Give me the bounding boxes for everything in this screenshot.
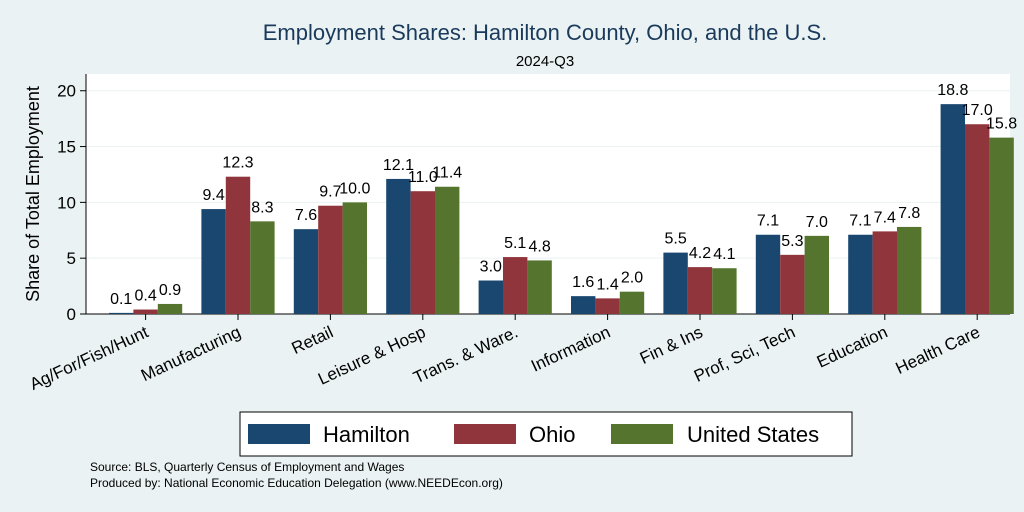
bars [109, 104, 1014, 315]
data-label: 5.1 [504, 235, 526, 252]
data-label: 7.8 [898, 205, 920, 222]
data-label: 15.8 [986, 116, 1017, 133]
bar-united-states [804, 235, 829, 314]
data-label: 3.0 [480, 259, 502, 276]
bar-hamilton [478, 280, 503, 314]
bar-ohio [133, 309, 158, 314]
bar-ohio [595, 298, 620, 314]
category-label: Retail [289, 322, 336, 358]
data-label: 9.4 [202, 187, 224, 204]
bar-hamilton [848, 234, 873, 314]
y-tick-label: 15 [57, 138, 76, 157]
y-tick-label: 0 [67, 305, 76, 324]
bar-united-states [712, 268, 737, 314]
data-label: 4.8 [528, 238, 550, 255]
data-label: 2.0 [621, 270, 643, 287]
category-label: Fin & Ins [637, 322, 706, 368]
data-label: 12.1 [383, 157, 414, 174]
chart-subtitle: 2024-Q3 [516, 53, 574, 70]
bar-hamilton [663, 252, 688, 314]
bar-ohio [503, 257, 528, 314]
category-label: Manufacturing [138, 322, 244, 385]
legend: Hamilton Ohio United States [239, 411, 853, 457]
bar-ohio [318, 205, 343, 314]
category-label: Information [528, 322, 613, 375]
bar-united-states [342, 202, 367, 314]
data-label: 11.0 [408, 169, 438, 186]
data-label: 1.6 [572, 274, 594, 291]
bar-hamilton [109, 312, 134, 314]
bar-united-states [897, 226, 922, 314]
legend-label-us: United States [687, 422, 819, 447]
data-label: 18.8 [937, 82, 968, 99]
data-label: 9.7 [319, 184, 341, 201]
legend-box [239, 411, 853, 457]
data-label: 7.0 [806, 214, 828, 231]
y-tick-label: 20 [57, 82, 76, 101]
category-label: Education [814, 322, 891, 371]
bar-ohio [965, 124, 990, 314]
bar-united-states [435, 186, 460, 314]
bar-ohio [687, 267, 713, 314]
bar-hamilton [293, 229, 319, 314]
data-label: 4.1 [713, 246, 735, 263]
bar-united-states [619, 291, 645, 314]
category-label: Health Care [893, 322, 983, 378]
data-label: 1.4 [596, 276, 618, 293]
data-label: 8.3 [251, 199, 273, 216]
bar-united-states [989, 137, 1014, 314]
bar-hamilton [755, 234, 781, 314]
source-note: Source: BLS, Quarterly Census of Employm… [90, 460, 404, 474]
y-axis-label: Share of Total Employment [23, 86, 43, 302]
y-tick-label: 5 [67, 249, 76, 268]
legend-swatch-us [611, 424, 673, 444]
data-label: 0.1 [110, 291, 132, 308]
bar-ohio [780, 254, 805, 314]
data-label: 7.4 [874, 209, 896, 226]
data-label: 0.4 [134, 288, 156, 305]
data-label: 7.1 [757, 213, 779, 230]
data-label: 12.3 [222, 155, 253, 172]
data-label: 7.6 [295, 207, 317, 224]
bar-hamilton [201, 209, 226, 314]
y-ticks: 0 5 10 15 20 [57, 82, 86, 324]
data-label: 10.0 [339, 180, 370, 197]
bar-hamilton [940, 104, 965, 315]
chart-title: Employment Shares: Hamilton County, Ohio… [263, 20, 828, 45]
bar-ohio [872, 231, 897, 314]
bar-ohio [410, 191, 435, 314]
legend-swatch-hamilton [248, 424, 310, 444]
category-label: Trans. & Ware. [410, 322, 520, 387]
data-label: 11.4 [432, 165, 462, 182]
bar-ohio [225, 176, 251, 314]
category-label: Ag/For/Fish/Hunt [27, 322, 152, 394]
legend-swatch-ohio [454, 424, 516, 444]
data-label: 5.5 [664, 231, 686, 248]
data-label: 5.3 [781, 233, 803, 250]
data-labels: 0.1 0.4 0.9 9.4 12.3 8.3 7.69.710.0 12.111.011.… [110, 82, 1017, 308]
bar-united-states [250, 221, 275, 314]
bar-united-states [527, 260, 552, 314]
category-label: Prof, Sci, Tech [691, 322, 798, 385]
legend-label-ohio: Ohio [529, 422, 575, 447]
data-label: 7.1 [849, 213, 871, 230]
y-tick-label: 10 [57, 193, 76, 212]
data-label: 4.2 [689, 245, 711, 262]
legend-label-hamilton: Hamilton [323, 422, 410, 447]
bar-united-states [157, 303, 183, 314]
data-label: 17.0 [962, 102, 993, 119]
data-label: 0.9 [159, 282, 181, 299]
produced-note: Produced by: National Economic Education… [90, 476, 503, 490]
bar-hamilton [386, 178, 411, 314]
bar-hamilton [571, 296, 596, 314]
